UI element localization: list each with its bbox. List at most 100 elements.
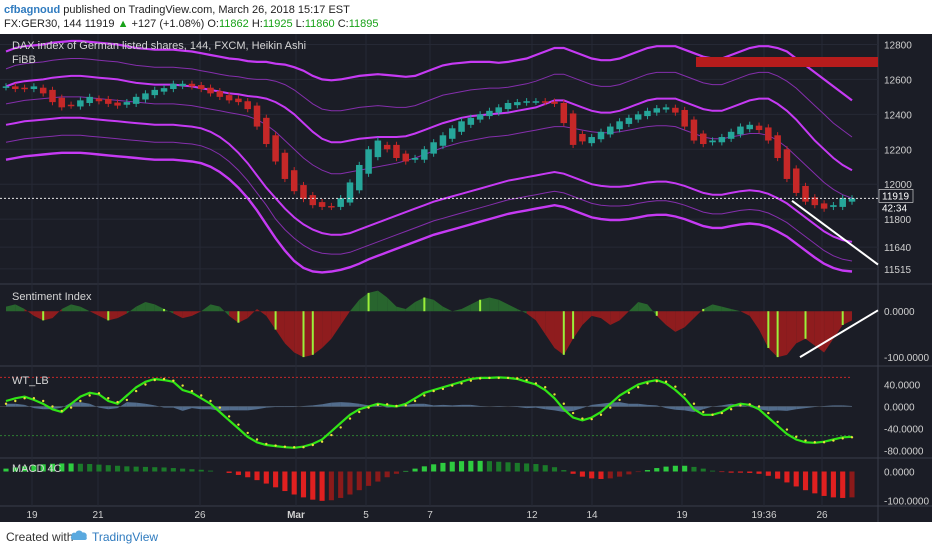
wt2-dot (97, 392, 101, 395)
wt2-dot (218, 406, 222, 409)
candle-body (727, 131, 735, 139)
grid (0, 34, 878, 506)
wt2-dot (358, 410, 361, 414)
candle-body (755, 125, 763, 131)
wt-histogram-segment (117, 402, 127, 409)
wt2-dot (646, 382, 649, 385)
last-price-axis-label: 11919 (882, 191, 910, 202)
candle-body (560, 102, 568, 124)
candle-body (197, 85, 205, 90)
candle-body (402, 153, 410, 162)
price-tick-label: 12000 (884, 180, 912, 191)
candle-body (216, 91, 224, 97)
sentiment-area-segment (405, 302, 416, 312)
wt2-dot (562, 402, 566, 405)
wt2-dot (534, 382, 538, 385)
candle-body (811, 197, 819, 206)
candle-body (681, 109, 688, 127)
time-tick-label: 19:36 (751, 510, 776, 521)
sentiment-area-segment (554, 311, 564, 355)
wt-histogram-segment (15, 403, 25, 407)
wt-histogram-segment (461, 404, 471, 407)
sentiment-area-segment (387, 297, 397, 312)
wt2-dot (23, 397, 26, 400)
wt2-dot (255, 438, 259, 441)
sentiment-area-segment (33, 311, 44, 321)
wt-histogram-segment (173, 406, 183, 411)
sentiment-area-segment (24, 308, 34, 316)
chart-svg[interactable]: 12800 12600 12400 12200 12000 11800 11640 11515… (0, 34, 932, 522)
macd-title[interactable]: MACD 4C (12, 463, 62, 475)
sentiment-area-segment (89, 311, 99, 316)
price-tick-label: 12800 (884, 40, 912, 51)
candle-body (281, 152, 289, 179)
candle-body (830, 205, 837, 207)
candle-body (458, 121, 465, 132)
sentiment-area-segment (563, 311, 574, 355)
candle-body (699, 133, 707, 145)
wt-histogram-segment (126, 402, 137, 407)
sentiment-area-segment (638, 302, 648, 312)
wt-histogram-segment (312, 404, 323, 407)
wt-lb-title[interactable]: WT_LB (12, 375, 49, 387)
candle-body (839, 198, 846, 207)
fibb-indicator-label[interactable]: FiBB (12, 54, 36, 66)
sentiment-area-segment (415, 297, 425, 312)
sentiment-area-segment (359, 292, 369, 312)
wt2-dot (311, 443, 314, 447)
wt2-dot (348, 417, 352, 420)
sentiment-area-segment (312, 311, 323, 355)
wt-histogram-segment (545, 406, 555, 411)
wt-histogram-segment (322, 402, 332, 407)
tradingview-link[interactable]: TradingView (92, 530, 159, 544)
sentiment-area-segment (619, 311, 629, 321)
sentiment-area-segment (656, 311, 667, 325)
wt2-dot (832, 439, 835, 442)
chart-area[interactable]: 12800 12600 12400 12200 12000 11800 11640 11515… (0, 34, 932, 522)
wt-lb (0, 376, 854, 449)
candle-body (77, 100, 84, 107)
candle-body (504, 102, 512, 110)
wt2-dot (683, 393, 686, 396)
wt-histogram-segment (656, 405, 667, 409)
sentiment-area-segment (545, 311, 555, 348)
wt2-dot (320, 440, 324, 443)
sentiment-area-segment (805, 311, 815, 346)
candle-body (653, 108, 661, 113)
wt2-dot (804, 439, 807, 442)
wt-histogram-segment (740, 404, 750, 408)
author-link[interactable]: cfbagnoud (4, 4, 61, 16)
sentiment-area-segment (201, 304, 211, 312)
wt2-dot (376, 403, 380, 407)
sentiment-area-segment (98, 311, 109, 321)
wt-histogram-segment (24, 404, 34, 409)
sentiment-area-segment (275, 311, 285, 344)
high-label: H: (251, 18, 263, 30)
sentiment-area-segment (257, 308, 267, 316)
candle-body (607, 126, 614, 135)
sentiment-title[interactable]: Sentiment Index (12, 291, 92, 303)
sentiment-area-segment (759, 311, 769, 348)
change-arrow-icon: ▲ (117, 18, 129, 30)
time-tick-label: 7 (427, 510, 433, 521)
wt2-dot (590, 417, 593, 421)
sentiment-area-segment (182, 311, 192, 319)
sentiment-area-segment (498, 299, 509, 312)
band-lower-mid-line (5, 134, 853, 262)
time-tick-label: 26 (194, 510, 206, 521)
sentiment-area-segment (368, 290, 378, 312)
sentiment-tick-label: 0.0000 (884, 307, 915, 318)
wt-histogram-segment (786, 406, 797, 411)
sentiment-area-segment (814, 311, 825, 353)
candle-body (142, 93, 149, 100)
candle-body (588, 137, 595, 144)
symbol-label: FX:GER30, 144 (4, 18, 82, 30)
last-price-marker (878, 189, 914, 203)
wt-histogram-segment (638, 403, 648, 407)
sentiment-area-segment (749, 311, 760, 330)
candle-body (49, 89, 56, 103)
wt2-dot (757, 405, 761, 408)
wt-histogram-segment (480, 405, 490, 407)
wt-histogram-segment (201, 406, 211, 410)
macd-tick-label: -100.0000 (884, 496, 929, 507)
